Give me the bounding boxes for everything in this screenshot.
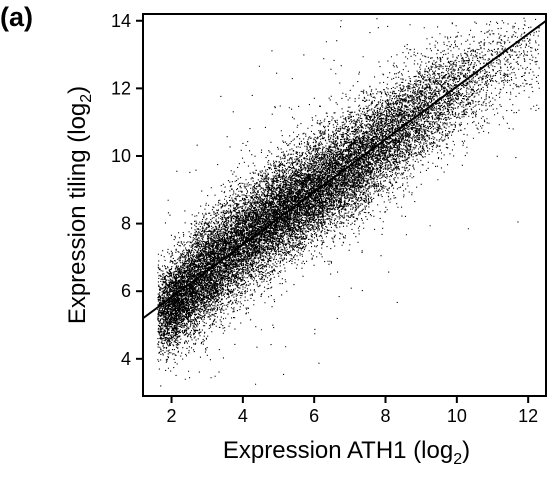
x-axis-label-close: ) [462,437,470,464]
x-axis-label-subscript: 2 [453,451,462,468]
y-axis: 4 6 8 10 12 14 [111,11,143,369]
x-tick-label: 10 [447,406,467,426]
x-tick-label: 12 [518,406,538,426]
y-axis-label-close: ) [64,86,91,94]
x-tick-label: 8 [381,406,391,426]
scatter-points [157,17,540,387]
y-tick-label: 4 [121,349,131,369]
x-axis: 2 4 6 8 10 12 [167,396,538,426]
y-axis-label-main: Expression tiling (log [64,103,91,324]
y-axis-label-subscript: 2 [78,94,95,103]
y-axis-label: Expression tiling (log2) [64,86,95,324]
fit-line [142,19,547,320]
panel-label: (a) [0,2,33,32]
data-points [157,17,540,387]
plot-frame [142,13,547,397]
x-tick-label: 2 [167,406,177,426]
x-tick-label: 4 [238,406,248,426]
y-tick-label: 12 [111,78,131,98]
y-tick-label: 10 [111,146,131,166]
y-tick-label: 8 [121,214,131,234]
x-axis-label: Expression ATH1 (log2) [223,437,470,468]
y-tick-label: 14 [111,11,131,31]
x-axis-label-main: Expression ATH1 (log [223,437,453,464]
y-tick-label: 6 [121,281,131,301]
x-tick-label: 6 [309,406,319,426]
